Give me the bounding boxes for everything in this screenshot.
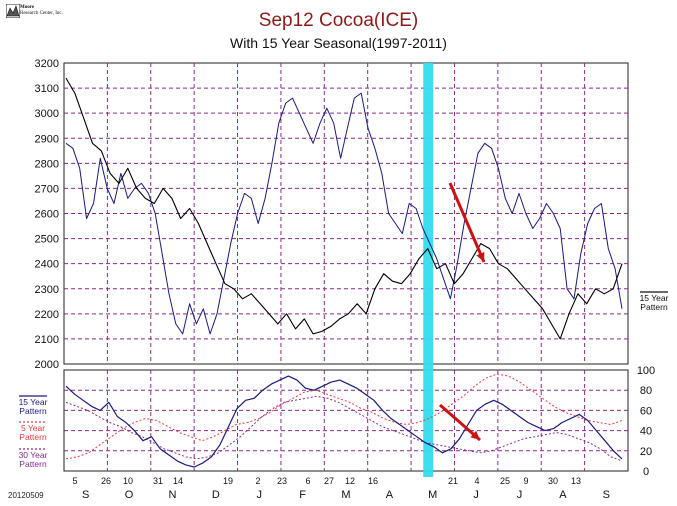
day-tick-label: 30 <box>548 476 558 486</box>
seasonal-5-year-line <box>65 373 623 460</box>
day-tick-label: 14 <box>173 476 183 486</box>
company-logo: Moore Research Center, Inc. <box>5 3 70 20</box>
day-tick-label: 23 <box>277 476 287 486</box>
day-tick-label: 31 <box>153 476 163 486</box>
month-tick-label: J <box>256 489 262 501</box>
logo-line-1: Moore <box>20 5 35 10</box>
legend-5-year-seasonal: Pattern <box>19 432 47 442</box>
month-tick-label: J <box>517 489 523 501</box>
date-stamp: 20120509 <box>8 491 44 500</box>
day-tick-label: 6 <box>305 476 310 486</box>
day-tick-label: 12 <box>345 476 355 486</box>
day-tick-label: 27 <box>324 476 334 486</box>
price-y-tick-label: 2500 <box>35 234 59 246</box>
day-tick-label: 9 <box>523 476 528 486</box>
seasonal-y-tick-label: 20 <box>640 446 652 458</box>
price-arrow-shaft <box>448 182 486 263</box>
month-tick-label: S <box>603 489 610 501</box>
seasonal-y-tick-label: 60 <box>640 405 652 417</box>
day-tick-label: 10 <box>123 476 133 486</box>
day-tick-label: 19 <box>223 476 233 486</box>
month-tick-label: S <box>82 489 89 501</box>
seasonal-30-year-line <box>65 395 623 462</box>
price-arrow-head <box>476 252 485 262</box>
month-tick-label: M <box>341 489 350 501</box>
price-y-tick-label: 2000 <box>35 359 59 371</box>
seasonal-15-year-line-price-panel <box>65 92 623 335</box>
day-tick-label: 13 <box>571 476 581 486</box>
price-y-tick-label: 2300 <box>35 284 59 296</box>
month-tick-label: D <box>212 489 220 501</box>
price-y-tick-label: 2400 <box>35 259 59 271</box>
month-tick-label: M <box>428 489 437 501</box>
seasonal-arrow-head <box>470 430 480 440</box>
month-tick-label: F <box>299 489 306 501</box>
price-y-tick-label: 2200 <box>35 309 59 321</box>
month-tick-label: N <box>168 489 176 501</box>
seasonal-y-tick-label: 0 <box>643 466 649 478</box>
price-y-tick-label: 2900 <box>35 133 59 145</box>
logo-line-2: Research Center, Inc. <box>20 11 63 16</box>
price-y-tick-label: 3200 <box>35 58 59 70</box>
highlight-band <box>423 63 434 477</box>
month-tick-label: A <box>386 489 394 501</box>
chart-subtitle: With 15 Year Seasonal(1997-2011) <box>230 35 447 51</box>
month-tick-label: J <box>473 489 479 501</box>
chart-title: Sep12 Cocoa(ICE) <box>258 10 419 31</box>
seasonal-y-tick-label: 80 <box>640 385 652 397</box>
price-y-tick-label: 2700 <box>35 183 59 195</box>
legend-15-year-seasonal: 15 Year <box>19 397 48 407</box>
day-tick-label: 16 <box>368 476 378 486</box>
day-tick-label: 26 <box>101 476 111 486</box>
price-y-tick-label: 2100 <box>35 334 59 346</box>
day-tick-label: 25 <box>500 476 510 486</box>
month-tick-label: O <box>125 489 134 501</box>
day-tick-label: 21 <box>448 476 458 486</box>
day-tick-label: 4 <box>474 476 479 486</box>
day-tick-label: 2 <box>255 476 260 486</box>
cocoa-price-line <box>65 77 623 340</box>
price-y-tick-label: 3100 <box>35 83 59 95</box>
price-y-tick-label: 3000 <box>35 108 59 120</box>
month-tick-label: A <box>559 489 567 501</box>
day-tick-label: 5 <box>72 476 77 486</box>
legend-15-year-price: Pattern <box>640 302 668 312</box>
legend-15-year-price: 15 Year <box>640 293 669 303</box>
seasonal-panel-frame <box>63 369 629 472</box>
seasonal-15-year-line <box>65 375 623 468</box>
legend-30-year-seasonal: Pattern <box>19 459 47 469</box>
legend-15-year-seasonal: Pattern <box>19 406 47 416</box>
price-y-tick-label: 2800 <box>35 158 59 170</box>
seasonal-y-tick-label: 100 <box>637 365 655 377</box>
legend-5-year-seasonal: 5 Year <box>21 423 45 433</box>
price-y-tick-label: 2600 <box>35 209 59 221</box>
seasonal-y-tick-label: 40 <box>640 426 652 438</box>
legend-30-year-seasonal: 30 Year <box>19 450 48 460</box>
